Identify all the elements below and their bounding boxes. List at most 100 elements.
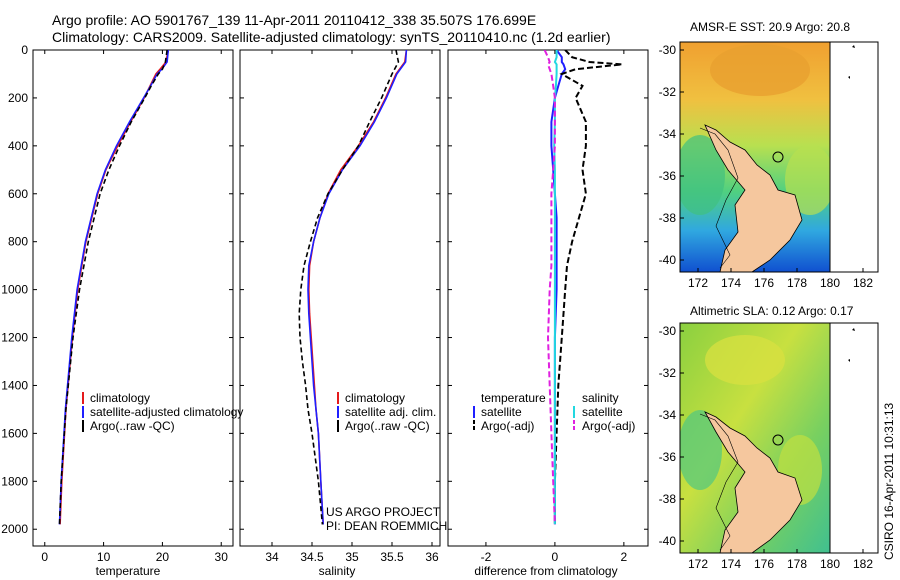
legend-label: Argo(..raw -QC) xyxy=(90,419,175,433)
depth-tick-label: 400 xyxy=(8,139,28,153)
series-line-temperature-argo-adj- xyxy=(553,50,623,525)
x-tick-label: 34 xyxy=(265,550,279,564)
legend-label: satellite xyxy=(582,405,623,419)
x-axes: 0 10 20 30 34 34.5 35 35.5 36 -2 0 2 xyxy=(41,50,628,564)
lat-tick-label: -32 xyxy=(659,85,677,99)
x-tick-label: -2 xyxy=(481,550,492,564)
north-island-land xyxy=(704,124,803,272)
legend-label: satellite adj. clim. xyxy=(345,405,436,419)
series-line-salinity-satellite xyxy=(553,50,558,525)
x-tick-label: 35 xyxy=(345,550,359,564)
lon-tick-label: 172 xyxy=(688,276,708,290)
credit-annotation: CSIRO 16-Apr-2011 10:31:13 xyxy=(882,402,896,560)
x-tick-label: 20 xyxy=(156,550,170,564)
legend-title-salinity: salinity xyxy=(582,391,619,405)
lon-tick-label: 176 xyxy=(754,276,774,290)
sst-warm-patch xyxy=(710,44,810,96)
legend-title-temperature: temperature xyxy=(481,391,546,405)
salinity-xlabel: salinity xyxy=(319,564,356,578)
temperature-panel-frame xyxy=(32,49,234,547)
series-line-salinity-argo-adj- xyxy=(543,50,556,525)
series-line-argo-raw-qc- xyxy=(58,50,168,525)
legend-label: climatology xyxy=(345,391,405,405)
lat-tick-label: -36 xyxy=(659,169,677,183)
series-line-climatology xyxy=(59,50,170,525)
x-tick-label: 0 xyxy=(41,550,48,564)
salinity-panel-frame xyxy=(239,49,441,547)
depth-contour xyxy=(699,413,739,551)
temperature-series xyxy=(58,50,170,525)
pi-annotation: PI: DEAN ROEMMICH xyxy=(326,519,447,533)
depth-axis: 0 200 400 600 800 1000 1200 1400 1600 1800 2000 xyxy=(1,43,648,536)
sla-map: -30 -32 -34 -36 -38 -40 172 174 176 178 180 182 xyxy=(659,322,879,571)
x-tick-label: 10 xyxy=(97,550,111,564)
lon-tick-label: 178 xyxy=(787,557,807,571)
depth-tick-label: 200 xyxy=(8,91,28,105)
temperature-xlabel: temperature xyxy=(96,564,161,578)
x-tick-label: 34.5 xyxy=(300,550,324,564)
argo-location-marker xyxy=(772,151,784,163)
temperature-legend: climatology satellite-adjusted climatolo… xyxy=(82,391,243,433)
difference-series xyxy=(543,50,623,525)
salinity-legend: climatology satellite adj. clim. Argo(..… xyxy=(337,391,436,433)
x-tick-label: 2 xyxy=(621,550,628,564)
legend-label: Argo(..raw -QC) xyxy=(345,419,430,433)
plot-title-line1: Argo profile: AO 5901767_139 11-Apr-2011… xyxy=(52,12,537,28)
lat-tick-label: -34 xyxy=(659,408,677,422)
lat-tick-label: -38 xyxy=(659,492,677,506)
series-line-satellite-adjusted-climatology xyxy=(58,50,170,525)
legend-label: Argo(-adj) xyxy=(582,419,635,433)
depth-tick-label: 1600 xyxy=(1,426,28,440)
lat-tick-label: -30 xyxy=(659,324,677,338)
lon-tick-label: 176 xyxy=(754,557,774,571)
depth-tick-label: 1000 xyxy=(1,283,28,297)
lon-tick-label: 182 xyxy=(853,557,873,571)
sst-map: -30 -32 -34 -36 -38 -40 172 174 176 178 180 182 xyxy=(659,41,879,290)
depth-contour xyxy=(699,127,739,269)
lat-tick-label: -38 xyxy=(659,211,677,225)
sla-map-axes: -30 -32 -34 -36 -38 -40 172 174 176 178 180 182 xyxy=(659,324,874,571)
plot-title-line2: Climatology: CARS2009. Satellite-adjuste… xyxy=(52,29,611,45)
legend-label: satellite-adjusted climatology xyxy=(90,405,243,419)
sst-map-title: AMSR-E SST: 20.9 Argo: 20.8 xyxy=(690,20,851,34)
x-tick-label: 0 xyxy=(552,550,559,564)
lat-tick-label: -30 xyxy=(659,43,677,57)
lat-tick-label: -40 xyxy=(659,534,677,548)
depth-tick-label: 1800 xyxy=(1,474,28,488)
lon-tick-label: 182 xyxy=(853,276,873,290)
difference-panel-frame xyxy=(447,49,649,547)
depth-tick-label: 600 xyxy=(8,187,28,201)
sla-patch xyxy=(680,410,722,490)
lon-tick-label: 172 xyxy=(688,557,708,571)
sst-patch xyxy=(680,135,725,215)
depth-tick-label: 2000 xyxy=(1,522,28,536)
sla-patch xyxy=(705,335,785,385)
legend-label: climatology xyxy=(90,391,150,405)
lat-tick-label: -36 xyxy=(659,450,677,464)
series-line-climatology xyxy=(307,50,408,525)
depth-tick-label: 800 xyxy=(8,235,28,249)
lon-tick-label: 180 xyxy=(820,557,840,571)
x-tick-label: 30 xyxy=(215,550,229,564)
lon-tick-label: 174 xyxy=(721,557,741,571)
legend-label: satellite xyxy=(481,405,522,419)
sla-map-blank xyxy=(829,322,879,554)
lat-tick-label: -40 xyxy=(659,253,677,267)
x-tick-label: 36 xyxy=(425,550,439,564)
north-island-land xyxy=(704,411,803,553)
series-line-temperature-satellite xyxy=(550,50,567,525)
lon-tick-label: 178 xyxy=(787,276,807,290)
sst-map-blank xyxy=(829,41,879,273)
lon-tick-label: 174 xyxy=(721,276,741,290)
legend-label: Argo(-adj) xyxy=(481,419,534,433)
project-annotation: US ARGO PROJECT xyxy=(326,505,441,519)
difference-legend: temperature satellite Argo(-adj) salinit… xyxy=(473,391,635,433)
x-tick-label: 35.5 xyxy=(380,550,404,564)
salinity-series xyxy=(298,50,408,525)
difference-xlabel: difference from climatology xyxy=(474,564,617,578)
depth-tick-label: 0 xyxy=(21,43,28,57)
lon-tick-label: 180 xyxy=(820,276,840,290)
sst-map-axes: -30 -32 -34 -36 -38 -40 172 174 176 178 180 182 xyxy=(659,43,874,290)
sst-patch xyxy=(785,145,830,215)
